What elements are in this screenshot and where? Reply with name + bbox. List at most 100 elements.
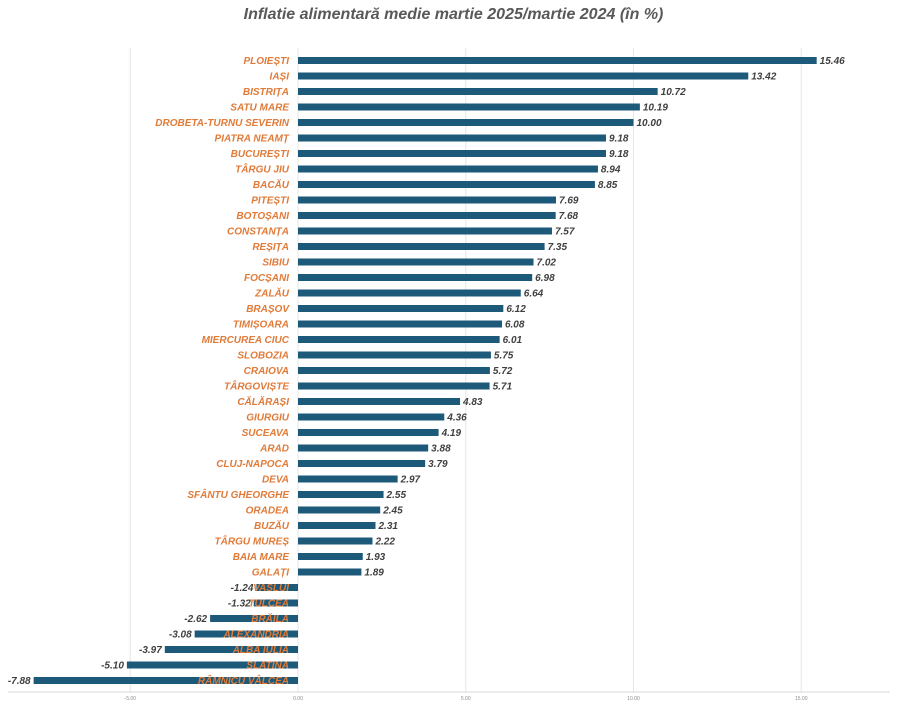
value-label: 2.31 [378, 521, 399, 532]
category-label: CONSTANȚA [227, 227, 289, 238]
category-label: BUZĂU [254, 519, 290, 532]
bar [298, 444, 429, 452]
value-label: 5.72 [493, 366, 513, 377]
bar [298, 258, 534, 266]
bar [298, 274, 533, 281]
x-tick-label: 10.00 [627, 696, 640, 702]
bar [298, 227, 552, 235]
bar [298, 305, 504, 312]
category-label: ZALĂU [254, 287, 290, 300]
bar [298, 150, 606, 157]
bar [298, 181, 595, 188]
category-label: ARAD [259, 444, 289, 455]
x-tick-label: 15.00 [795, 696, 808, 702]
chart-title: Inflatie alimentară medie martie 2025/ma… [243, 6, 664, 23]
value-label: 7.68 [559, 211, 579, 222]
value-label: 2.45 [382, 506, 403, 517]
bar [298, 103, 640, 111]
value-label: 6.01 [503, 335, 523, 346]
category-label: BACĂU [253, 178, 290, 191]
value-label: 15.46 [820, 56, 845, 67]
category-label: SIBIU [262, 258, 289, 269]
value-label: 2.55 [386, 490, 407, 501]
value-label: 10.72 [661, 87, 686, 98]
value-label: 6.12 [506, 304, 526, 315]
category-label: DROBETA-TURNU SEVERIN [155, 118, 289, 129]
bar [298, 134, 606, 142]
value-label: 7.35 [548, 242, 568, 253]
value-label: -3.08 [169, 630, 192, 641]
value-label: -1.32 [228, 599, 251, 610]
category-label: CRAIOVA [244, 366, 289, 377]
bar [210, 615, 298, 622]
bar [298, 522, 376, 529]
bar [126, 661, 299, 669]
category-label: DEVA [262, 475, 289, 486]
bar [256, 584, 298, 591]
bar [298, 506, 381, 514]
category-label: TÂRGU JIU [235, 163, 290, 176]
value-label: 7.02 [537, 258, 557, 269]
bar [298, 243, 545, 250]
bar [298, 553, 363, 560]
value-label: 8.85 [598, 180, 618, 191]
bar [298, 289, 521, 297]
bar [298, 413, 445, 421]
value-label: 5.75 [494, 351, 514, 362]
value-label: 7.57 [555, 227, 575, 238]
category-label: TÂRGU MUREȘ [215, 535, 290, 548]
bar [298, 72, 749, 80]
bar [33, 677, 298, 684]
bar [298, 491, 384, 498]
value-label: 4.36 [446, 413, 467, 424]
bar [164, 646, 298, 653]
category-label: TULCEA [248, 599, 289, 610]
value-label: -3.97 [139, 645, 162, 656]
category-label: BUCUREȘTI [231, 149, 290, 160]
category-label: BOTOȘANI [236, 211, 289, 222]
bar [298, 460, 426, 467]
value-label: 3.88 [431, 444, 451, 455]
value-label: -7.88 [8, 676, 31, 687]
category-label: RÂMNICU VÂLCEA [198, 674, 289, 687]
x-tick-label: 0.00 [293, 696, 303, 702]
bar [298, 212, 556, 219]
bar [298, 367, 490, 374]
value-label: -5.10 [101, 661, 124, 672]
category-label: ORADEA [246, 506, 289, 517]
category-label: BRĂILA [251, 612, 289, 625]
bar [298, 119, 634, 126]
category-label: MIERCUREA CIUC [202, 335, 290, 346]
bar [298, 165, 598, 173]
value-label: 6.98 [535, 273, 555, 284]
value-label: 9.18 [609, 149, 629, 160]
category-label: REȘIȚA [252, 242, 289, 253]
bar [298, 336, 500, 343]
value-label: 8.94 [601, 165, 621, 176]
category-label: ALBA IULIA [232, 645, 289, 656]
bar [298, 475, 398, 483]
bar [298, 537, 373, 545]
category-label: PITEȘTI [251, 196, 289, 207]
category-label: GALAȚI [252, 568, 289, 579]
category-label: ALEXANDRIA [222, 630, 289, 641]
bar [298, 398, 461, 405]
category-label: IAȘI [270, 72, 290, 83]
x-tick-label: 5.00 [461, 696, 471, 702]
value-label: 6.08 [505, 320, 525, 331]
category-label: SFÂNTU GHEORGHE [187, 488, 289, 501]
value-label: -1.24 [231, 583, 254, 594]
bar [298, 88, 658, 95]
x-tick-label: -5.00 [125, 696, 137, 702]
category-label: TÂRGOVIȘTE [224, 380, 289, 393]
category-label: BRAȘOV [246, 304, 290, 315]
value-label: 4.19 [441, 428, 462, 439]
bar [298, 351, 491, 359]
category-label: SLATINA [246, 661, 289, 672]
category-label: CĂLĂRAȘI [237, 395, 289, 408]
value-label: 10.00 [637, 118, 662, 129]
bar [298, 57, 817, 64]
bar [253, 599, 298, 607]
bar [194, 630, 298, 638]
category-label: TIMIȘOARA [233, 320, 289, 331]
